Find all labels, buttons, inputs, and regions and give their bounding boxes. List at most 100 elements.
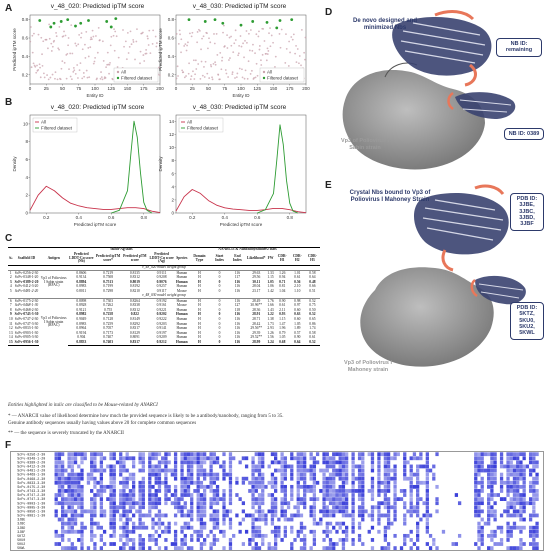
table-row: 12 ScFv-0833-1-30 0.8964 0.7057 0.8317 0.9141… [8, 326, 320, 332]
alignment-cell [60, 517, 65, 522]
data-point-all [93, 60, 96, 63]
alignment-cell [206, 456, 210, 461]
alignment-cell [215, 493, 220, 497]
alignment-cell [312, 509, 317, 514]
alignment-cell [312, 468, 317, 473]
alignment-cell [170, 493, 175, 497]
alignment-cell [309, 484, 313, 489]
alignment-cell [335, 521, 339, 526]
alignment-cell [493, 517, 497, 522]
alignment-cell [135, 501, 139, 506]
data-point-all [211, 76, 213, 79]
protein-render-d [342, 10, 516, 170]
alignment-cell [196, 476, 200, 481]
alignment-cell [338, 509, 342, 514]
alignment-cell [522, 456, 526, 461]
data-point-all [31, 34, 34, 37]
alignment-cell [332, 493, 336, 497]
alignment-cell [148, 513, 152, 518]
alignment-cell [222, 529, 226, 534]
alignment-cell [244, 513, 249, 518]
alignment-cell [64, 501, 68, 506]
alignment-cell [506, 493, 510, 497]
alignment-cell [99, 538, 104, 542]
data-point-all [255, 62, 258, 65]
alignment-cell [157, 476, 162, 481]
alignment-cell [283, 525, 287, 530]
alignment-cell [70, 468, 74, 473]
alignment-cell [157, 546, 162, 550]
alignment-cell [109, 476, 113, 481]
alignment-cell [261, 480, 265, 485]
alignment-cell [335, 501, 339, 506]
alignment-row-label: ScFv-0956-1-30 [17, 509, 45, 513]
alignment-cell [141, 497, 145, 501]
alignment-cell [90, 452, 94, 457]
table-cell: 2.93 [267, 326, 274, 331]
alignment-cell [474, 497, 478, 501]
data-point-filtered [187, 18, 191, 21]
alignment-cell [99, 533, 104, 538]
data-point-all [280, 28, 283, 31]
alignment-cell [186, 452, 191, 457]
alignment-cell [370, 513, 375, 518]
alignment-cell [173, 464, 178, 469]
alignment-cell [306, 489, 310, 493]
data-point-all [268, 32, 270, 35]
alignment-cell [309, 464, 313, 469]
table-cell: 1.01 [294, 270, 301, 275]
alignment-cell [477, 452, 481, 457]
table-cell: 0.9117 [156, 288, 167, 293]
table-cell: 0.58 [309, 330, 316, 335]
table-cell: 116 [228, 340, 247, 346]
data-point-all [230, 44, 233, 47]
legend-box [259, 67, 305, 83]
alignment-cell [377, 452, 381, 457]
alignment-cell [332, 484, 336, 489]
alignment-cell [528, 472, 533, 477]
alignment-cell [196, 529, 200, 534]
alignment-cell [312, 460, 317, 465]
alignment-cell [157, 468, 162, 473]
alignment-cell [180, 452, 184, 457]
x-axis-label: Entity ID [86, 93, 104, 98]
alignment-cell [183, 452, 187, 457]
data-point-all [113, 49, 116, 52]
legend-label-all: All [41, 120, 46, 125]
table-cell: 0.7508 [103, 275, 114, 280]
alignment-cell [183, 489, 187, 493]
alignment-cell [480, 533, 484, 538]
data-point-all [43, 76, 46, 79]
alignment-cell [67, 472, 71, 477]
alignment-cell [190, 460, 194, 465]
alignment-cell [332, 489, 336, 493]
data-point-filtered [79, 21, 83, 25]
alignment-cell [157, 452, 162, 457]
alignment-row-label: 5KTZ [17, 534, 25, 538]
alignment-row-label: 3JBF [17, 530, 25, 534]
alignment-cell [383, 505, 388, 510]
alignment-cell [80, 538, 84, 542]
alignment-cell [238, 497, 242, 501]
alignment-cell [383, 493, 388, 497]
alignment-row-label: ScFv-0256-2-30 [17, 452, 45, 456]
alignment-cell [64, 546, 68, 550]
alignment-cell [319, 517, 323, 522]
alignment-cell [77, 452, 81, 457]
alignment-cell [332, 480, 336, 485]
alignment-cell [222, 521, 226, 526]
alignment-cell [196, 497, 200, 501]
alignment-cell [254, 529, 258, 534]
alignment-cell [406, 476, 410, 481]
alignment-cell [128, 505, 133, 510]
panel-label-a: A [5, 3, 13, 14]
alignment-cell [283, 513, 287, 518]
alignment-cell [119, 538, 123, 542]
alignment-cell [386, 501, 391, 506]
alignment-cell [474, 468, 478, 473]
alignment-cell [119, 468, 123, 473]
alignment-cell [506, 468, 510, 473]
alignment-cell [409, 480, 413, 485]
table-group-header [8, 246, 14, 253]
alignment-cell [193, 456, 197, 461]
